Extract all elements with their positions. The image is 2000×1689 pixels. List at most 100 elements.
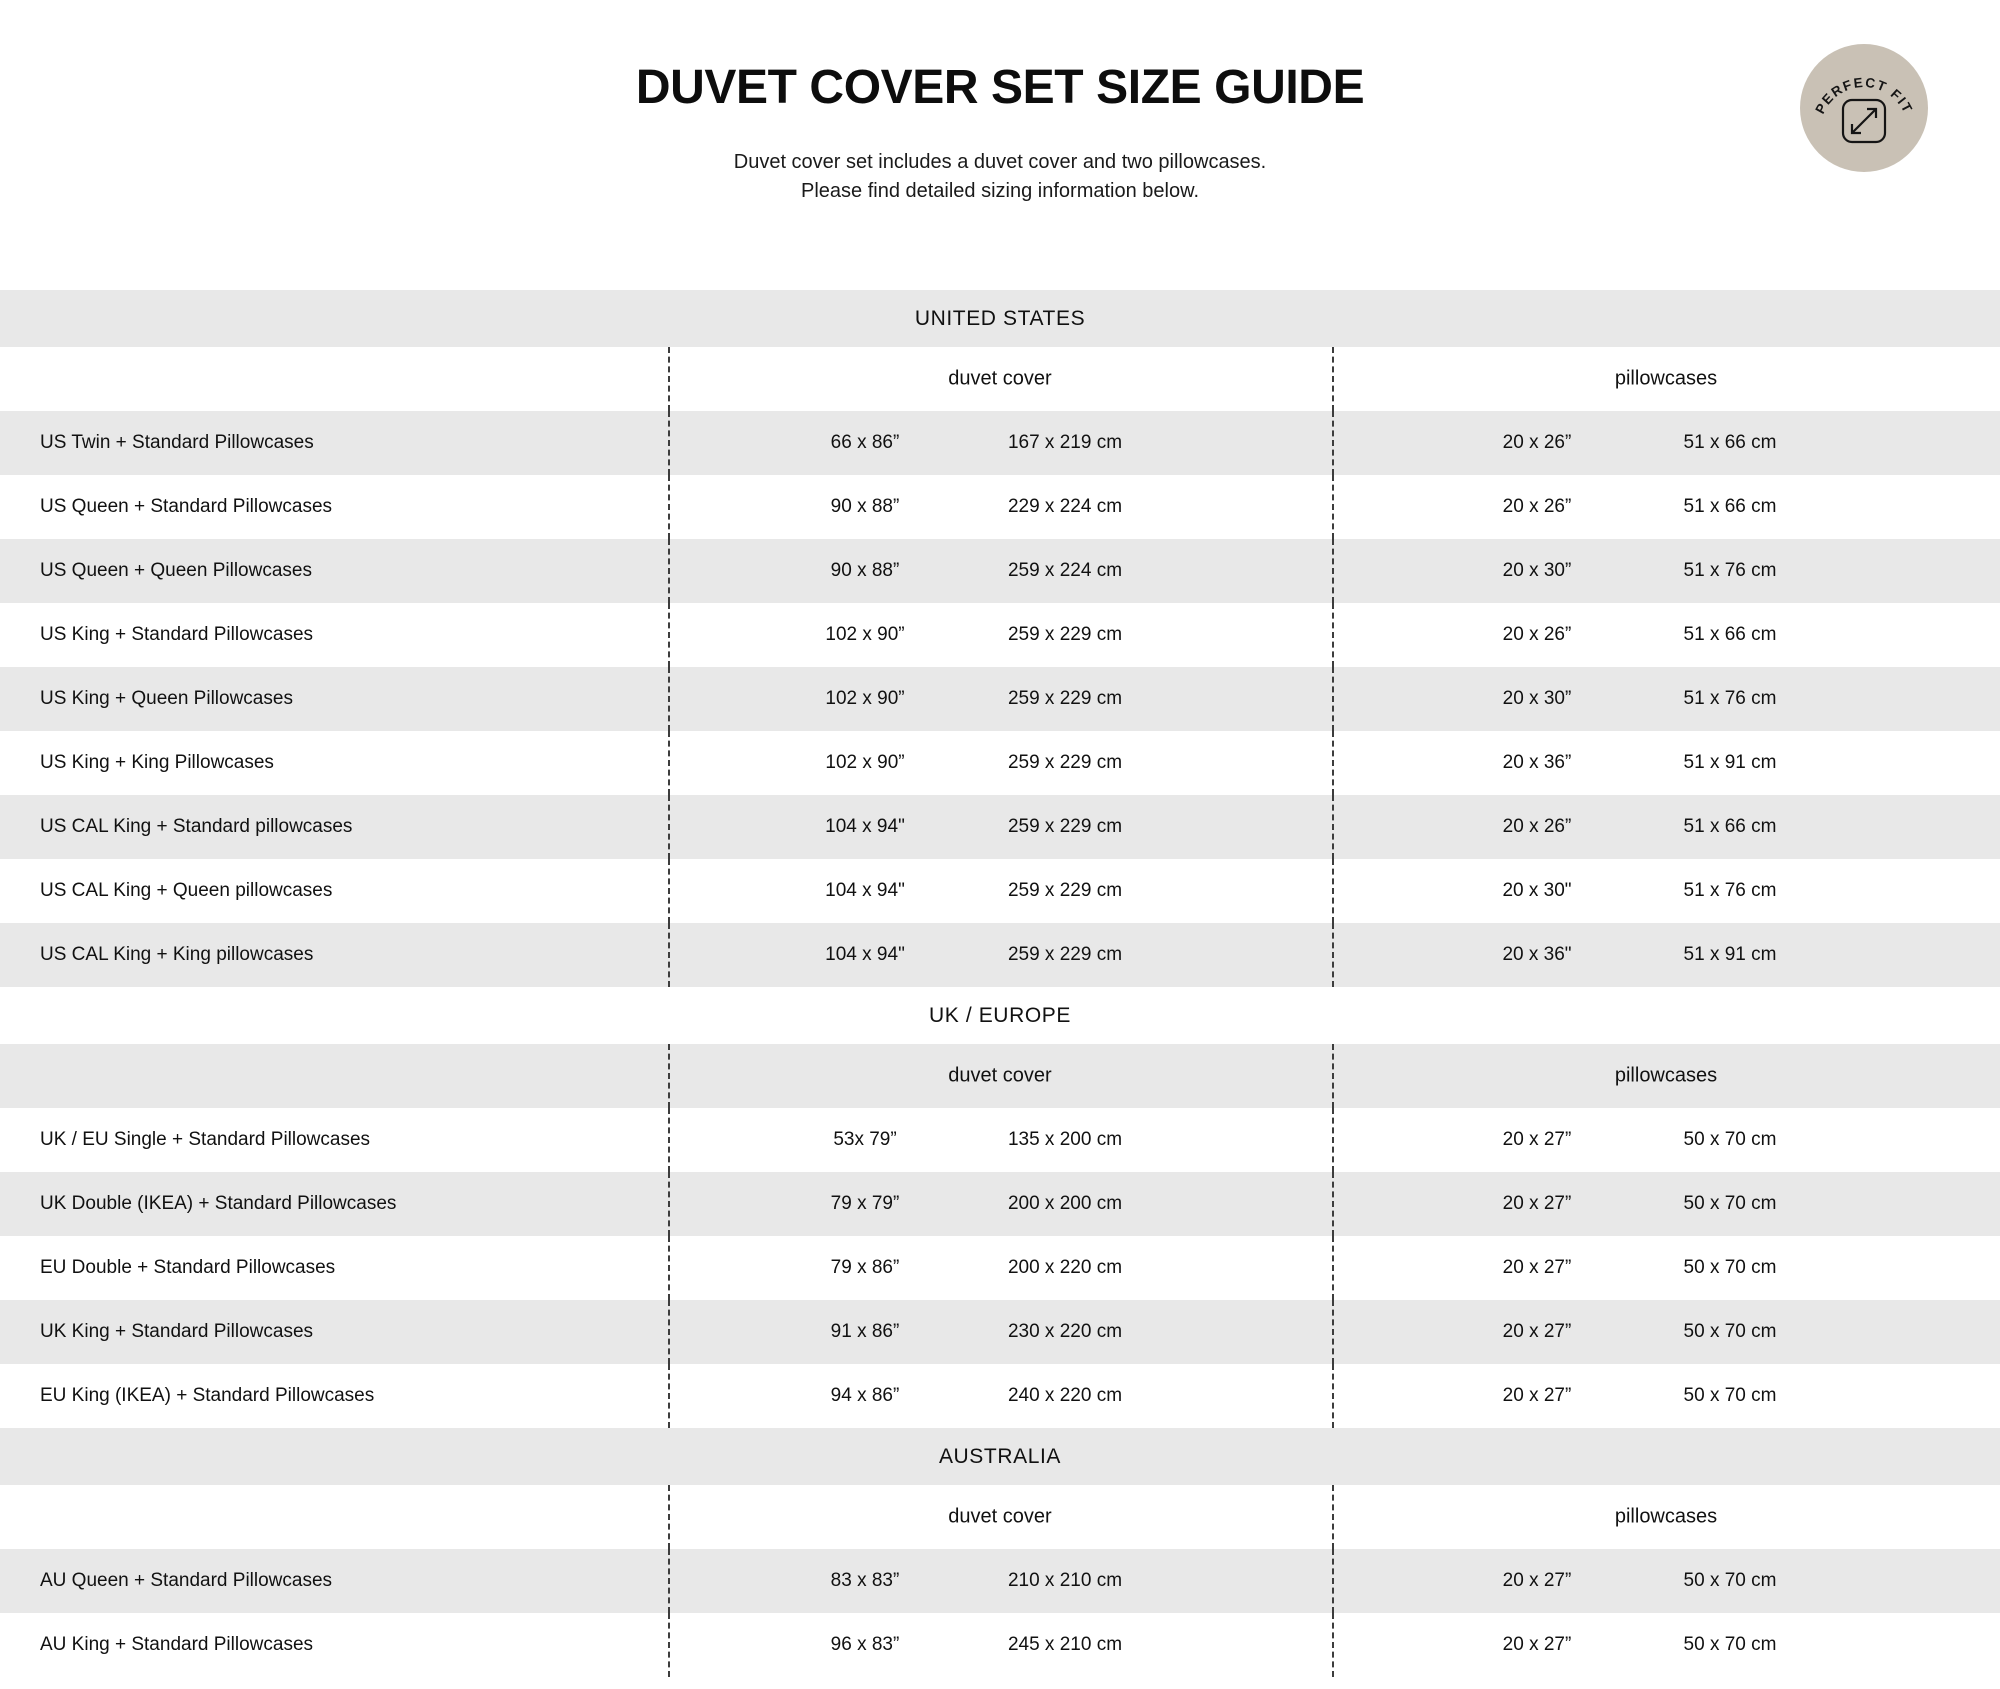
- column-header-duvet-cover: duvet cover: [948, 1505, 1052, 1528]
- pillowcase-size-cm: 51 x 76 cm: [1683, 688, 1777, 709]
- duvet-size-inches: 79 x 79”: [830, 1193, 900, 1214]
- pillowcase-size-cm: 50 x 70 cm: [1683, 1257, 1777, 1278]
- page-header: DUVET COVER SET SIZE GUIDE Duvet cover s…: [0, 0, 2000, 290]
- row-label: US Queen + Standard Pillowcases: [40, 496, 333, 517]
- duvet-size-inches: 66 x 86”: [830, 432, 900, 453]
- table-row: US King + King Pillowcases 102 x 90” 259 x…: [0, 731, 2000, 795]
- duvet-size-cm: 259 x 229 cm: [1007, 624, 1123, 645]
- pillowcase-size-inches: 20 x 27”: [1502, 1321, 1572, 1342]
- row-label: US Queen + Queen Pillowcases: [40, 560, 312, 581]
- pillowcase-size-inches: 20 x 27”: [1502, 1385, 1572, 1406]
- column-divider-pillowcases: [1332, 1364, 1334, 1428]
- pillowcase-size-inches: 20 x 30": [1502, 880, 1572, 901]
- section-header: UNITED STATES: [0, 290, 2000, 347]
- column-divider-duvet: [668, 795, 670, 859]
- duvet-size-inches: 104 x 94": [825, 944, 905, 965]
- duvet-size-inches: 94 x 86”: [830, 1385, 900, 1406]
- section-header: UK / EUROPE: [0, 987, 2000, 1044]
- duvet-size-inches: 90 x 88”: [830, 496, 900, 517]
- pillowcase-size-cm: 51 x 91 cm: [1683, 944, 1777, 965]
- pillowcase-size-cm: 51 x 76 cm: [1683, 880, 1777, 901]
- pillowcase-size-cm: 51 x 66 cm: [1683, 624, 1777, 645]
- column-divider-pillowcases: [1332, 539, 1334, 603]
- row-label: AU Queen + Standard Pillowcases: [40, 1570, 333, 1591]
- table-row: AU Queen + Standard Pillowcases 83 x 83” 2…: [0, 1549, 2000, 1613]
- duvet-size-cm: 210 x 210 cm: [1007, 1570, 1123, 1591]
- column-divider-pillowcases: [1332, 1108, 1334, 1172]
- duvet-size-inches: 104 x 94": [825, 816, 905, 837]
- table-row: US King + Queen Pillowcases 102 x 90” 259 …: [0, 667, 2000, 731]
- column-divider-pillowcases: [1332, 1172, 1334, 1236]
- table-row: UK Double (IKEA) + Standard Pillowcases 7…: [0, 1172, 2000, 1236]
- column-divider-pillowcases: [1332, 1300, 1334, 1364]
- row-label: UK / EU Single + Standard Pillowcases: [40, 1129, 371, 1150]
- column-divider-pillowcases: [1332, 475, 1334, 539]
- pillowcase-size-cm: 50 x 70 cm: [1683, 1385, 1777, 1406]
- pillowcase-size-inches: 20 x 26”: [1502, 432, 1572, 453]
- section-header: AUSTRALIA: [0, 1428, 2000, 1485]
- column-divider-pillowcases: [1332, 667, 1334, 731]
- table-row: EU King (IKEA) + Standard Pillowcases 94 …: [0, 1364, 2000, 1428]
- column-divider-pillowcases: [1332, 1236, 1334, 1300]
- pillowcase-size-cm: 51 x 66 cm: [1683, 816, 1777, 837]
- duvet-size-inches: 90 x 88”: [830, 560, 900, 581]
- duvet-size-inches: 91 x 86”: [830, 1321, 900, 1342]
- row-label: EU King (IKEA) + Standard Pillowcases: [40, 1385, 375, 1406]
- duvet-size-cm: 245 x 210 cm: [1007, 1634, 1123, 1655]
- table-row: UK King + Standard Pillowcases 91 x 86” 23…: [0, 1300, 2000, 1364]
- duvet-size-inches: 96 x 83”: [830, 1634, 900, 1655]
- column-divider-duvet: [668, 667, 670, 731]
- table-row: US Twin + Standard Pillowcases 66 x 86” 16…: [0, 411, 2000, 475]
- badge-graphic: PERFECT FIT: [1812, 75, 1915, 144]
- pillowcase-size-cm: 50 x 70 cm: [1683, 1570, 1777, 1591]
- row-label: US CAL King + King pillowcases: [40, 944, 314, 965]
- column-divider-duvet: [668, 1108, 670, 1172]
- pillowcase-size-cm: 50 x 70 cm: [1683, 1193, 1777, 1214]
- pillowcase-size-inches: 20 x 36”: [1502, 752, 1572, 773]
- table-row: US Queen + Queen Pillowcases 90 x 88” 259 …: [0, 539, 2000, 603]
- table-row: US Queen + Standard Pillowcases 90 x 88” 2…: [0, 475, 2000, 539]
- column-divider-duvet: [668, 1044, 670, 1108]
- column-divider-duvet: [668, 411, 670, 475]
- subtitle-line-2: Please find detailed sizing information …: [800, 180, 1200, 202]
- duvet-size-cm: 200 x 200 cm: [1007, 1193, 1123, 1214]
- table-row: US CAL King + King pillowcases 104 x 94" 2…: [0, 923, 2000, 987]
- row-label: US CAL King + Standard pillowcases: [40, 816, 353, 837]
- column-divider-duvet: [668, 1300, 670, 1364]
- pillowcase-size-inches: 20 x 27”: [1502, 1634, 1572, 1655]
- page-subtitle: Duvet cover set includes a duvet cover a…: [0, 115, 2000, 206]
- column-divider-pillowcases: [1332, 1613, 1334, 1677]
- column-divider-duvet: [668, 347, 670, 411]
- column-divider-pillowcases: [1332, 923, 1334, 987]
- table-row: US CAL King + Queen pillowcases 104 x 94"…: [0, 859, 2000, 923]
- duvet-size-cm: 240 x 220 cm: [1007, 1385, 1123, 1406]
- column-divider-duvet: [668, 923, 670, 987]
- column-divider-duvet: [668, 603, 670, 667]
- badge-arc-label: PERFECT FIT: [1812, 75, 1915, 116]
- column-divider-duvet: [668, 539, 670, 603]
- section-header-label: UK / EUROPE: [929, 1003, 1071, 1027]
- duvet-size-inches: 102 x 90”: [825, 752, 905, 773]
- column-divider-pillowcases: [1332, 1549, 1334, 1613]
- row-label: UK Double (IKEA) + Standard Pillowcases: [40, 1193, 397, 1214]
- perfect-fit-badge: PERFECT FIT: [1800, 44, 1928, 172]
- column-subheader-row: duvet cover pillowcases: [0, 1485, 2000, 1549]
- pillowcase-size-inches: 20 x 27”: [1502, 1129, 1572, 1150]
- column-divider-pillowcases: [1332, 347, 1334, 411]
- duvet-size-cm: 167 x 219 cm: [1007, 432, 1123, 453]
- duvet-size-inches: 83 x 83”: [830, 1570, 900, 1591]
- column-divider-pillowcases: [1332, 411, 1334, 475]
- duvet-size-cm: 259 x 229 cm: [1007, 944, 1123, 965]
- column-subheader-row: duvet cover pillowcases: [0, 347, 2000, 411]
- column-divider-pillowcases: [1332, 1044, 1334, 1108]
- pillowcase-size-inches: 20 x 27”: [1502, 1257, 1572, 1278]
- pillowcase-size-inches: 20 x 30”: [1502, 688, 1572, 709]
- duvet-size-cm: 135 x 200 cm: [1007, 1129, 1123, 1150]
- table-row: AU King + Standard Pillowcases 96 x 83” 24…: [0, 1613, 2000, 1677]
- row-label: UK King + Standard Pillowcases: [40, 1321, 314, 1342]
- pillowcase-size-cm: 50 x 70 cm: [1683, 1129, 1777, 1150]
- table-row: US King + Standard Pillowcases 102 x 90” 2…: [0, 603, 2000, 667]
- pillowcase-size-inches: 20 x 26”: [1502, 496, 1572, 517]
- column-divider-pillowcases: [1332, 603, 1334, 667]
